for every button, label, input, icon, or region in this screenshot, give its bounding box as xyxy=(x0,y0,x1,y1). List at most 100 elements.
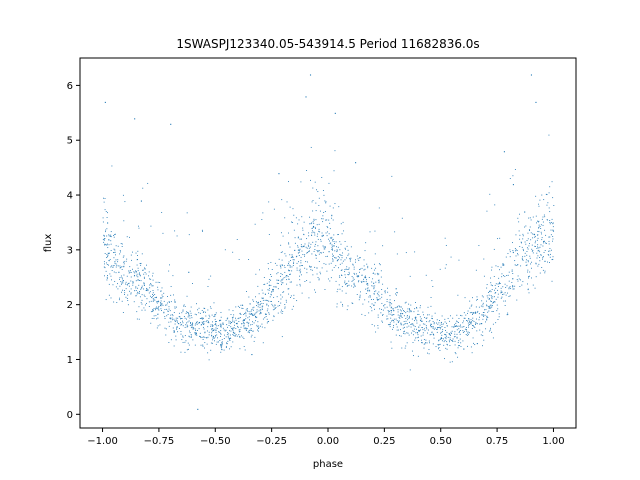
data-point xyxy=(281,264,283,266)
data-point xyxy=(244,349,246,351)
data-point xyxy=(138,227,140,229)
data-point xyxy=(168,321,170,323)
data-point xyxy=(450,256,452,258)
data-point xyxy=(307,251,309,253)
data-point xyxy=(440,332,441,334)
data-point xyxy=(352,263,354,265)
data-point xyxy=(268,268,269,270)
data-point xyxy=(346,269,348,270)
data-point xyxy=(248,296,250,298)
data-point xyxy=(213,330,215,331)
data-point xyxy=(312,274,314,276)
data-point xyxy=(268,305,269,307)
data-point xyxy=(212,324,213,326)
data-point xyxy=(192,327,194,329)
data-point xyxy=(319,252,321,254)
data-point xyxy=(352,303,354,305)
data-point xyxy=(382,321,383,323)
data-point xyxy=(175,335,177,337)
data-point xyxy=(497,238,499,240)
data-point xyxy=(220,325,222,327)
data-point xyxy=(119,297,121,299)
data-point xyxy=(137,279,139,281)
data-point xyxy=(120,243,122,244)
data-point xyxy=(541,239,543,241)
data-point xyxy=(337,256,339,257)
data-point xyxy=(168,301,170,303)
data-point xyxy=(357,275,359,277)
data-point xyxy=(212,321,213,323)
data-point xyxy=(551,280,553,282)
data-point xyxy=(340,301,342,303)
data-point xyxy=(261,326,263,328)
data-point xyxy=(115,259,117,261)
data-point xyxy=(291,308,293,310)
data-point xyxy=(391,347,393,349)
data-point xyxy=(119,278,120,280)
data-point xyxy=(135,280,137,282)
data-point xyxy=(257,306,259,308)
data-point xyxy=(292,256,294,258)
data-point xyxy=(364,276,366,278)
data-point xyxy=(426,321,428,323)
data-point xyxy=(104,244,106,246)
data-point xyxy=(255,273,257,275)
data-point xyxy=(129,270,131,272)
data-point xyxy=(187,348,189,350)
data-point xyxy=(116,264,118,266)
data-point xyxy=(501,291,503,293)
data-point xyxy=(331,240,333,242)
data-point xyxy=(230,346,232,348)
data-point xyxy=(230,314,232,315)
data-point xyxy=(500,291,502,293)
data-point xyxy=(482,302,484,304)
data-point xyxy=(215,312,217,314)
data-point xyxy=(268,320,270,322)
data-point xyxy=(203,311,205,313)
data-point xyxy=(491,301,492,303)
data-point xyxy=(431,326,433,328)
data-point xyxy=(548,134,550,136)
data-point xyxy=(369,296,371,298)
data-point xyxy=(280,232,282,234)
data-point xyxy=(173,331,175,333)
data-point xyxy=(175,317,177,319)
data-point xyxy=(270,284,272,286)
data-point xyxy=(313,231,315,233)
data-point xyxy=(216,341,218,343)
data-point xyxy=(472,317,474,319)
data-point xyxy=(552,238,554,240)
data-point xyxy=(345,292,347,294)
data-point xyxy=(239,313,241,315)
data-point xyxy=(223,334,225,336)
data-point xyxy=(315,202,317,204)
data-point xyxy=(321,218,323,220)
data-point xyxy=(438,339,440,341)
data-point xyxy=(311,201,313,203)
data-point xyxy=(113,301,115,303)
data-point xyxy=(377,294,379,296)
data-point xyxy=(503,275,504,277)
data-point xyxy=(140,262,142,264)
data-point xyxy=(299,275,300,277)
data-point xyxy=(314,181,316,183)
data-point xyxy=(479,323,481,325)
data-point xyxy=(261,297,263,299)
data-point xyxy=(399,309,401,311)
data-point xyxy=(301,292,303,294)
data-point xyxy=(131,259,133,261)
data-point xyxy=(390,317,392,319)
data-point xyxy=(526,264,528,266)
data-point xyxy=(136,264,138,266)
data-point xyxy=(239,331,241,332)
data-point xyxy=(138,306,140,308)
data-point xyxy=(243,322,245,324)
data-point xyxy=(490,291,492,293)
data-point xyxy=(536,257,538,259)
data-point xyxy=(526,247,528,249)
data-point xyxy=(322,235,324,237)
data-point xyxy=(313,222,315,224)
data-point xyxy=(211,314,213,316)
data-point xyxy=(483,258,485,260)
data-point xyxy=(287,264,289,266)
